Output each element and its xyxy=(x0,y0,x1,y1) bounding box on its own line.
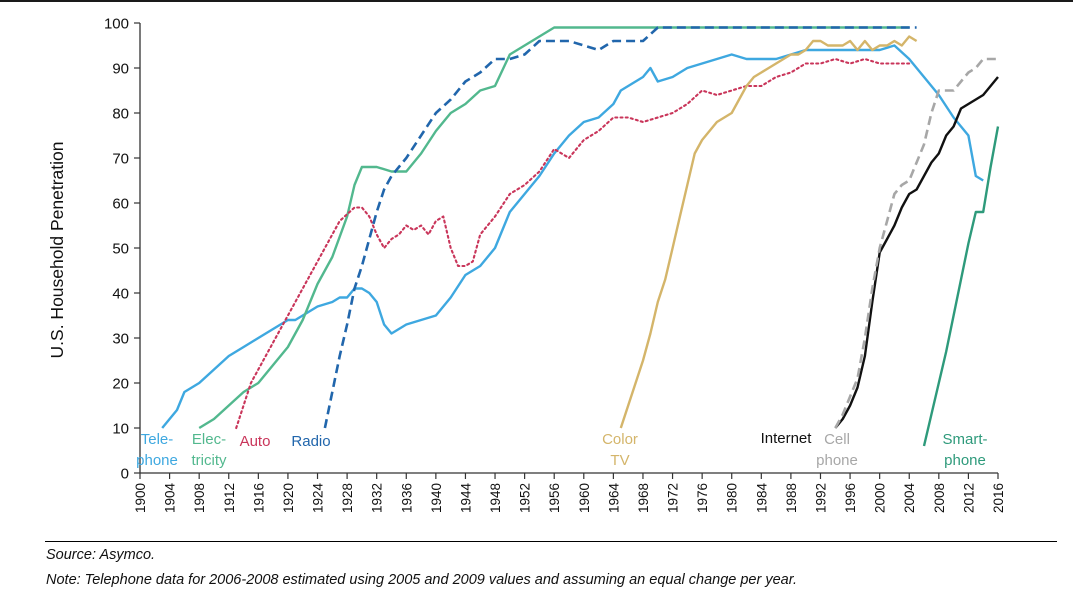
y-tick-label: 70 xyxy=(112,151,129,168)
x-tick-label: 2004 xyxy=(902,483,917,514)
x-tick-label: 1912 xyxy=(222,483,237,513)
series-line-electricity xyxy=(198,26,910,430)
x-tick-label: 1940 xyxy=(429,483,444,513)
axes: 0 10 20 30 40 50 60 70 80 90 100 1900 1904 1908 1912 19… xyxy=(104,16,1006,514)
series-label-color-tv: Color xyxy=(602,431,638,448)
y-tick-label: 30 xyxy=(112,331,129,348)
y-tick-label: 90 xyxy=(112,61,129,78)
series-line-cell-phone xyxy=(834,57,998,429)
series-line-radio xyxy=(323,26,917,429)
series-label-smartphone: phone xyxy=(944,452,986,469)
series-label-smartphone: Smart- xyxy=(943,431,988,448)
x-tick-label: 1988 xyxy=(784,483,799,513)
y-tick-label: 40 xyxy=(112,286,129,303)
x-tick-label: 1904 xyxy=(163,483,178,514)
x-tick-label: 1956 xyxy=(547,483,562,513)
series-line-auto xyxy=(235,57,911,430)
x-tick-label: 1936 xyxy=(399,483,414,513)
series-line-smartphone xyxy=(922,126,1000,447)
x-tick-label: 1900 xyxy=(133,483,148,513)
series-line-internet xyxy=(834,76,999,429)
series-label-color-tv: TV xyxy=(610,452,629,469)
telephone-data-note: Note: Telephone data for 2006-2008 estim… xyxy=(46,572,798,588)
x-tick-label: 1924 xyxy=(311,483,326,514)
x-tick-label: 1908 xyxy=(192,483,207,513)
x-tick-label: 1960 xyxy=(577,483,592,513)
x-tick-label: 1968 xyxy=(636,483,651,513)
x-tick-label: 1984 xyxy=(754,483,769,514)
series-label-auto: Auto xyxy=(240,433,271,450)
y-tick-label: 50 xyxy=(112,241,129,258)
series-label-internet: Internet xyxy=(761,430,813,447)
y-tick-label: 100 xyxy=(104,16,129,33)
x-tick-label: 1952 xyxy=(518,483,533,513)
x-tick-label: 2016 xyxy=(991,483,1006,513)
x-tick-label: 1916 xyxy=(251,483,266,513)
x-tick-label: 1992 xyxy=(813,483,828,513)
series-label-cell-phone: Cell xyxy=(824,431,850,448)
y-tick-label: 20 xyxy=(112,376,129,393)
y-tick-label: 0 xyxy=(121,466,129,483)
x-tick-label: 2008 xyxy=(932,483,947,513)
series-label-electricity: tricity xyxy=(192,452,227,469)
x-tick-label: 1976 xyxy=(695,483,710,513)
x-tick-label: 1920 xyxy=(281,483,296,513)
household-penetration-chart: 0 10 20 30 40 50 60 70 80 90 100 1900 1904 1908 1912 19… xyxy=(47,16,1006,514)
series-lines xyxy=(161,26,1000,447)
series-labels: Tele-phone Elec-tricity Auto Radio Color TV In… xyxy=(136,430,987,469)
top-border xyxy=(0,0,1073,2)
y-tick-label: 60 xyxy=(112,196,129,213)
series-label-cell-phone: phone xyxy=(816,452,858,469)
y-axis-title: U.S. Household Penetration xyxy=(47,142,67,359)
x-tick-label: 1928 xyxy=(340,483,355,513)
footer-divider xyxy=(45,541,1057,542)
source-note: Source: Asymco. xyxy=(46,547,156,563)
series-label-electricity: Elec- xyxy=(192,431,226,448)
series-line-color-tv xyxy=(619,35,918,429)
series-label-telephone: phone xyxy=(136,452,178,469)
x-tick-label: 2012 xyxy=(961,483,976,513)
x-tick-label: 1964 xyxy=(606,483,621,514)
x-tick-label: 1944 xyxy=(458,483,473,514)
series-label-telephone: Tele- xyxy=(141,431,174,448)
x-tick-label: 1948 xyxy=(488,483,503,513)
x-tick-label: 1972 xyxy=(666,483,681,513)
x-tick-label: 1980 xyxy=(725,483,740,513)
y-tick-label: 10 xyxy=(112,421,129,438)
y-tick-label: 80 xyxy=(112,106,129,123)
series-line-telephone xyxy=(161,44,984,429)
series-label-radio: Radio xyxy=(291,433,330,450)
x-tick-label: 2000 xyxy=(873,483,888,513)
x-tick-label: 1996 xyxy=(843,483,858,513)
x-tick-label: 1932 xyxy=(370,483,385,513)
